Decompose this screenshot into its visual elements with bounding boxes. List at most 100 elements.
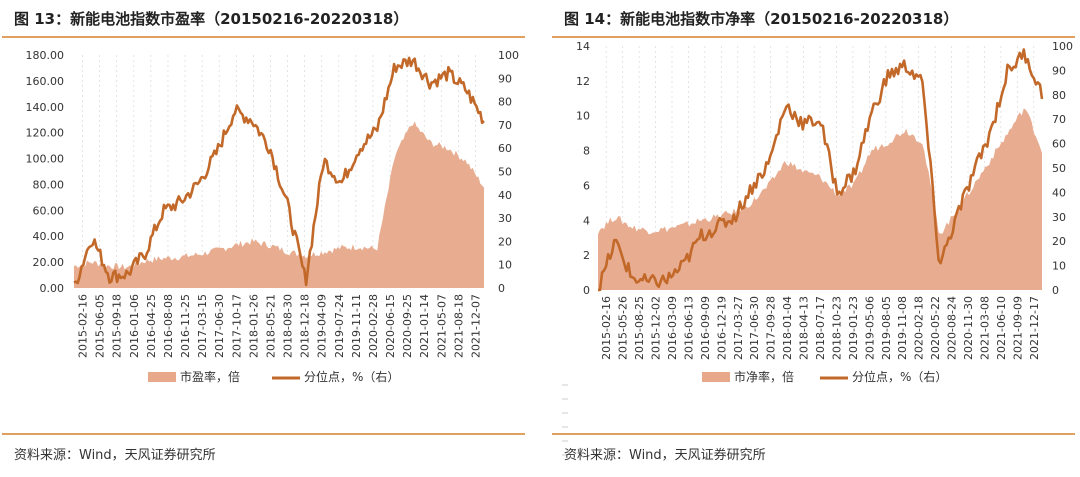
series-area-pe — [74, 121, 484, 289]
x-tick-label: 2017-09-28 — [765, 296, 778, 360]
y-right-tick-label: 50 — [498, 166, 512, 179]
y-right-tick-label: 90 — [1052, 64, 1066, 77]
y-left-tick-label: 6 — [583, 179, 590, 192]
x-tick-label: 2021-05-07 — [435, 294, 448, 358]
legend-swatch-area — [702, 372, 730, 382]
y-right-tick-label: 80 — [498, 96, 512, 109]
x-tick-label: 2015-02-16 — [600, 296, 613, 360]
x-tick-label: 2019-04-09 — [316, 294, 329, 358]
x-tick-label: 2015-12-02 — [650, 296, 663, 360]
series-line-percentile — [598, 48, 1044, 292]
x-tick-label: 2021-06-10 — [995, 296, 1008, 360]
y-right-tick-label: 100 — [1052, 40, 1073, 53]
y-right-tick-label: 30 — [498, 212, 512, 225]
x-tick-label: 2016-03-09 — [666, 296, 679, 360]
x-tick-label: 2020-09-25 — [401, 294, 414, 358]
pe-ratio-chart: 0.00 20.00 40.00 60.00 80.00 100.00 120.00 140.… — [26, 49, 520, 384]
x-tick-label: 2020-08-24 — [946, 296, 959, 360]
y-right-tick-label: 100 — [498, 49, 519, 62]
top-rule — [2, 36, 525, 38]
x-tick-label: 2021-12-07 — [469, 294, 482, 358]
y-right-tick-label: 20 — [498, 235, 512, 248]
x-tick-label: 2015-09-18 — [111, 294, 124, 358]
y-left-tick-label: 4 — [583, 214, 590, 227]
x-tick-label: 2018-01-26 — [247, 294, 260, 358]
x-tick-label: 2021-03-08 — [978, 296, 991, 360]
x-tick-label: 2019-05-06 — [863, 296, 876, 360]
y-right-tick-label: 90 — [498, 72, 512, 85]
x-tick-label: 2016-08-08 — [162, 294, 175, 358]
x-tick-label: 2015-05-26 — [617, 296, 630, 360]
y-left-tick-label: 60.00 — [33, 204, 65, 217]
legend-label-line: 分位点，%（右） — [852, 369, 947, 384]
y-left-tick-label: 14 — [576, 40, 590, 53]
x-tick-label: 2018-05-21 — [264, 294, 277, 358]
series-area-pb — [598, 108, 1042, 291]
source-note: 资料来源：Wind，天风证券研究所 — [14, 448, 216, 463]
x-tick-label: 2018-04-13 — [798, 296, 811, 360]
x-tick-label: 2020-02-28 — [367, 294, 380, 358]
bottom-rule — [2, 433, 525, 435]
pb-ratio-chart: 0 2 4 6 8 10 12 14 0 10 20 30 40 50 60 70 80 90 100 2015-02… — [562, 40, 1073, 456]
x-tick-label: 2020-11-30 — [962, 296, 975, 360]
y-left-tick-label: 0 — [583, 284, 590, 297]
y-right-tick-label: 20 — [1052, 235, 1066, 248]
legend-swatch-area — [148, 372, 176, 382]
y-right-tick-label: 80 — [1052, 89, 1066, 102]
y-left-tick-label: 2 — [583, 249, 590, 262]
x-tick-label: 2016-11-25 — [179, 294, 192, 358]
x-tick-label: 2020-05-22 — [929, 296, 942, 360]
series-line-percentile — [73, 56, 485, 287]
y-right-tick-label: 40 — [498, 189, 512, 202]
x-tick-label: 2019-11-11 — [350, 294, 363, 358]
x-tick-label: 2018-01-04 — [781, 296, 794, 360]
y-right-tick-label: 60 — [1052, 138, 1066, 151]
figure-title: 图 13：新能电池指数市盈率（20150216-20220318） — [14, 10, 409, 28]
x-tick-label: 2017-03-27 — [732, 296, 745, 360]
y-right-tick-label: 60 — [498, 142, 512, 155]
x-tick-label: 2016-12-19 — [715, 296, 728, 360]
y-left-tick-label: 8 — [583, 145, 590, 158]
x-tick-label: 2015-08-25 — [633, 296, 646, 360]
source-note: 资料来源：Wind，天风证券研究所 — [564, 448, 766, 463]
x-tick-label: 2017-10-17 — [230, 294, 243, 358]
y-right-tick-label: 0 — [498, 282, 505, 295]
x-tick-label: 2016-06-13 — [682, 296, 695, 360]
x-tick-label: 2021-12-17 — [1028, 296, 1041, 360]
y-left-tick-label: 180.00 — [26, 49, 65, 62]
y-left-tick-label: 0.00 — [40, 282, 65, 295]
x-tick-label: 2016-09-09 — [699, 296, 712, 360]
x-tick-label: 2021-08-18 — [452, 294, 465, 358]
x-tick-label: 2021-09-09 — [1011, 296, 1024, 360]
y-right-tick-label: 30 — [1052, 211, 1066, 224]
bottom-rule — [552, 433, 1075, 435]
y-left-tick-label: 140.00 — [26, 101, 65, 114]
x-tick-label: 2017-06-30 — [213, 294, 226, 358]
y-right-tick-label: 50 — [1052, 162, 1066, 175]
y-left-tick-label: 100.00 — [26, 153, 65, 166]
figure-14-panel: 图 14：新能电池指数市净率（20150216-20220318） 0 2 4 6 8 1… — [552, 0, 1077, 477]
y-left-tick-label: 160.00 — [26, 75, 65, 88]
legend-label-area: 市净率，倍 — [734, 369, 794, 384]
y-left-tick-label: 40.00 — [33, 230, 65, 243]
x-tick-label: 2019-01-23 — [847, 296, 860, 360]
legend-label-area: 市盈率，倍 — [180, 369, 240, 384]
x-tick-label: 2020-02-18 — [913, 296, 926, 360]
y-left-tick-label: 20.00 — [33, 256, 65, 269]
x-tick-label: 2018-07-17 — [814, 296, 827, 360]
y-right-tick-label: 40 — [1052, 186, 1066, 199]
x-tick-label: 2015-02-16 — [77, 294, 90, 358]
x-tick-label: 2016-04-25 — [145, 294, 158, 358]
x-tick-label: 2021-01-14 — [418, 294, 431, 358]
x-tick-label: 2019-07-24 — [333, 294, 346, 358]
x-tick-label: 2017-06-30 — [748, 296, 761, 360]
top-rule — [552, 36, 1075, 38]
y-right-tick-label: 70 — [498, 119, 512, 132]
x-tick-label: 2018-10-23 — [830, 296, 843, 360]
x-tick-label: 2018-12-18 — [299, 294, 312, 358]
y-left-tick-label: 10 — [576, 110, 590, 123]
y-left-tick-label: 120.00 — [26, 127, 65, 140]
x-tick-label: 2020-06-15 — [384, 294, 397, 358]
x-tick-label: 2016-01-06 — [128, 294, 141, 358]
y-left-tick-label: 80.00 — [33, 178, 65, 191]
